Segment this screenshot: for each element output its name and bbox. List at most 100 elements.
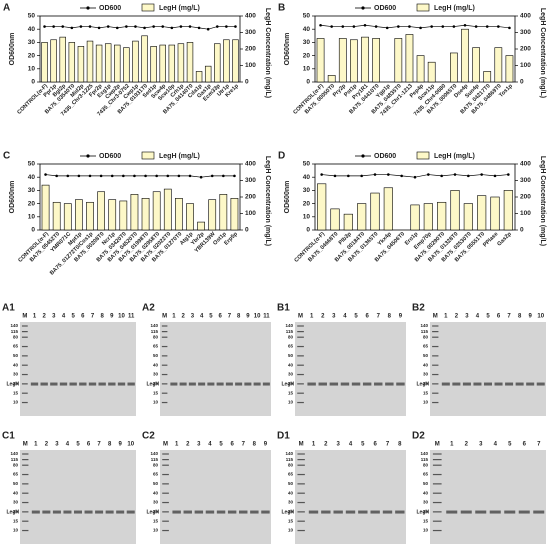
marker-label: 140 (150, 451, 158, 456)
lane-label: 5 (486, 314, 490, 320)
od-point (188, 174, 192, 178)
protein-band (374, 382, 383, 386)
protein-band (446, 510, 458, 514)
od-point (115, 26, 119, 30)
marker-label: 65 (153, 472, 159, 477)
marker-band (432, 392, 439, 394)
marker-band (297, 331, 304, 333)
marker-label: 15 (153, 390, 159, 395)
marker-band (21, 325, 28, 327)
marker-band (161, 336, 168, 338)
marker-label: 40 (153, 362, 159, 367)
marker-label: 50 (153, 353, 159, 358)
legend-marker (361, 154, 365, 158)
y2-tick-label: 100 (520, 210, 531, 217)
bar (214, 43, 221, 83)
od-point (88, 25, 92, 28)
protein-band (318, 382, 327, 386)
lane-label: 7 (97, 442, 101, 448)
bar (41, 184, 50, 231)
band-label: LegH (7, 509, 20, 515)
protein-band (108, 382, 116, 386)
marker-label: 30 (288, 500, 294, 505)
od-point (385, 26, 389, 30)
marker-band (162, 453, 169, 455)
protein-band (244, 382, 252, 386)
marker-band (21, 336, 28, 338)
gel-image (160, 322, 271, 416)
od-point (177, 174, 181, 178)
marker-band (162, 529, 169, 532)
lane-label: 6 (373, 442, 377, 448)
bar (108, 199, 117, 231)
bar (343, 213, 353, 231)
marker-band (161, 345, 168, 348)
bar (494, 47, 503, 83)
od-line (320, 24, 510, 29)
marker-label: 50 (13, 353, 19, 358)
lane-label: M (163, 442, 168, 448)
marker-band (297, 336, 304, 338)
lane-label: 1 (444, 314, 448, 320)
lane-label: 5 (76, 442, 80, 448)
lane-label: 7 (507, 314, 511, 320)
marker-label: 25 (288, 509, 294, 514)
protein-band (42, 510, 51, 514)
od-point (225, 25, 228, 28)
y2-tick-label: 100 (520, 62, 531, 69)
marker-label: 140 (285, 323, 293, 328)
protein-band (262, 382, 270, 386)
marker-band (432, 529, 442, 532)
marker-label: 115 (286, 329, 294, 334)
legend-label: LegH (mg/L) (434, 5, 475, 12)
od-point (330, 25, 333, 28)
protein-band (95, 510, 104, 514)
y2-tick-label: 0 (520, 79, 524, 86)
marker-band (162, 501, 169, 504)
band-label: LegH (7, 381, 20, 387)
y-tick-label: 20 (303, 200, 311, 207)
protein-band (382, 510, 393, 514)
legend-label: LegH (mg/L) (159, 5, 200, 12)
marker-label: 65 (423, 472, 429, 477)
marker-band (21, 383, 28, 385)
bar (372, 38, 380, 83)
bar (232, 39, 239, 83)
y2-tick-label: 0 (520, 227, 524, 234)
marker-label: 115 (11, 329, 19, 334)
marker-label: 15 (288, 390, 294, 395)
protein-band (253, 382, 261, 386)
marker-label: 25 (13, 509, 19, 514)
lane-label: 3 (197, 442, 201, 448)
bar (177, 43, 185, 83)
legend-label: LegH (mg/L) (434, 153, 475, 160)
bar (119, 200, 128, 231)
marker-band (161, 325, 168, 327)
lane-label: 3 (52, 314, 56, 320)
marker-label: 80 (423, 334, 429, 339)
band-label: LegH (282, 509, 295, 515)
protein-band (239, 510, 248, 514)
marker-band (432, 492, 442, 494)
marker-band (432, 459, 442, 461)
lane-label: 1 (450, 442, 454, 448)
od-point (408, 25, 411, 28)
od-point (373, 173, 377, 176)
od-point (97, 26, 101, 30)
protein-band (52, 510, 61, 514)
marker-label: 50 (423, 481, 429, 486)
protein-band (73, 510, 83, 514)
protein-band (526, 382, 535, 386)
marker-band (432, 464, 442, 466)
lane-label: 9 (246, 314, 250, 320)
y-tick-label: 0 (306, 79, 310, 86)
od-point (497, 25, 500, 28)
marker-band (22, 464, 29, 466)
bar (427, 61, 436, 83)
lane-label: 5 (354, 314, 358, 320)
od-point (206, 27, 210, 31)
y2-axis-label: LegH Concentration (mg/L) (539, 8, 546, 98)
od-point (467, 174, 470, 178)
y2-tick-label: 0 (245, 79, 249, 86)
protein-band (321, 510, 331, 514)
